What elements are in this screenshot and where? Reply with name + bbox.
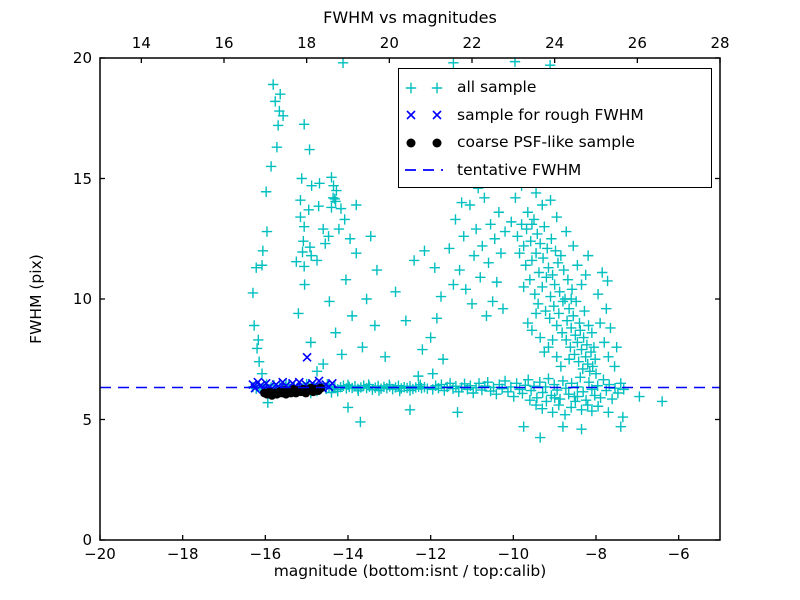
x-marker-icon [406, 110, 442, 120]
dashed-line-icon [405, 169, 443, 172]
legend: all sample sample for rough FWHM coarse … [398, 68, 712, 188]
legend-label: sample for rough FWHM [457, 105, 644, 124]
legend-entry-psf-sample: coarse PSF-like sample [399, 129, 711, 157]
series-dot [260, 383, 326, 400]
plus-marker-icon [405, 82, 443, 93]
legend-label: tentative FWHM [457, 160, 582, 179]
legend-label: all sample [457, 78, 537, 96]
dot-marker-icon [406, 138, 442, 148]
legend-entry-rough-fwhm: sample for rough FWHM [399, 102, 711, 130]
axis-ticks [99, 57, 721, 541]
legend-entry-all-sample: all sample [399, 74, 711, 102]
legend-label: coarse PSF-like sample [457, 133, 635, 151]
legend-entry-tentative-fwhm: tentative FWHM [399, 157, 711, 185]
